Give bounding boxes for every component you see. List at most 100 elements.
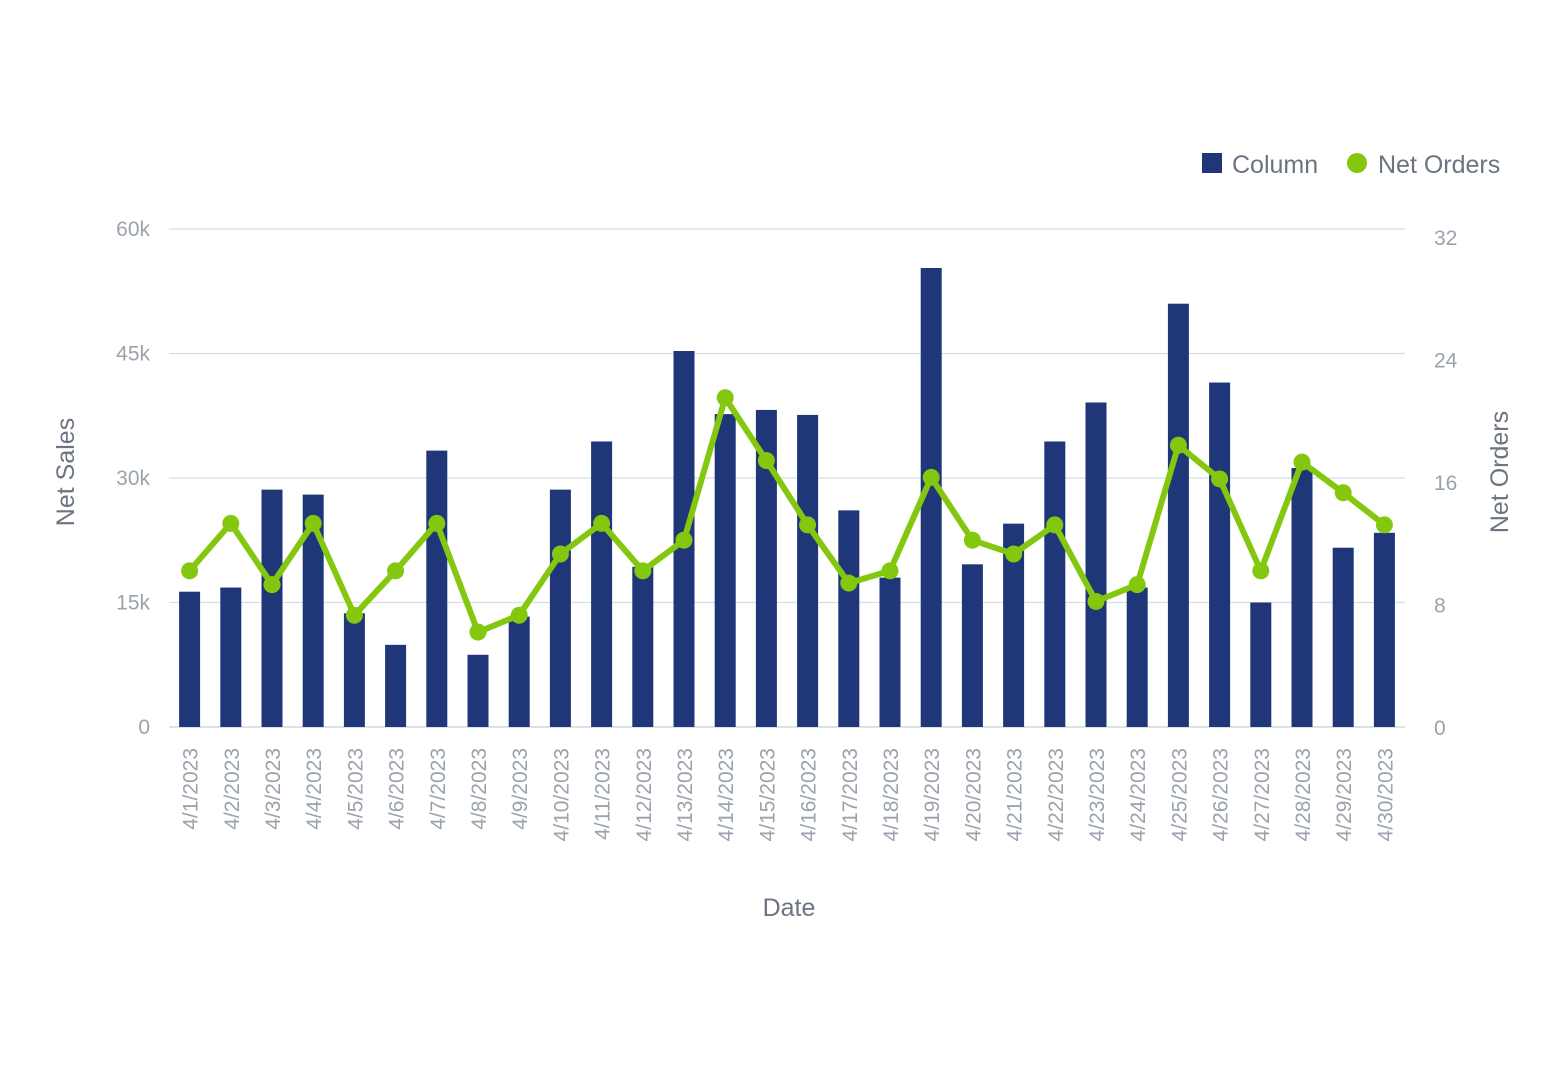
net-orders-point <box>840 574 858 592</box>
x-tick-label: 4/1/2023 <box>180 748 203 830</box>
x-tick-label: 4/30/2023 <box>1374 748 1397 841</box>
net-orders-point <box>1293 453 1311 471</box>
y-right-tick-label: 8 <box>1434 595 1446 618</box>
y-right-tick-label: 0 <box>1434 717 1446 740</box>
x-tick-label: 4/16/2023 <box>798 748 821 841</box>
x-tick-label: 4/24/2023 <box>1127 748 1150 841</box>
legend-item-net-orders[interactable]: Net Orders <box>1347 151 1500 179</box>
net-orders-point <box>1211 470 1229 488</box>
net-orders-point <box>757 452 775 470</box>
net-orders-point <box>263 576 281 594</box>
y-left-tick-label: 15k <box>116 592 150 615</box>
x-tick-label: 4/15/2023 <box>756 748 779 841</box>
bar <box>714 414 736 727</box>
bar <box>1373 532 1395 727</box>
x-tick-label: 4/5/2023 <box>344 748 367 830</box>
net-orders-point <box>510 606 528 624</box>
bar <box>1291 468 1313 727</box>
left-axis-ticks: 0 15k 30k 45k 60k <box>116 218 150 739</box>
y-right-tick-label: 24 <box>1434 350 1458 373</box>
y-left-tick-label: 30k <box>116 467 150 490</box>
x-tick-label: 4/10/2023 <box>550 748 573 841</box>
x-tick-label: 4/19/2023 <box>921 748 944 841</box>
x-tick-label: 4/23/2023 <box>1086 748 1109 841</box>
net-orders-point <box>1252 562 1270 580</box>
bar <box>797 414 819 727</box>
y-left-tick-label: 0 <box>138 716 150 739</box>
net-orders-point <box>428 514 446 532</box>
bar <box>220 587 242 727</box>
net-orders-line <box>186 394 1388 636</box>
net-orders-point <box>593 514 611 532</box>
net-orders-point <box>1087 592 1105 610</box>
x-tick-label: 4/29/2023 <box>1333 748 1356 841</box>
net-orders-point <box>1375 516 1393 534</box>
x-tick-label: 4/25/2023 <box>1168 748 1191 841</box>
bar <box>467 654 489 727</box>
x-tick-label: 4/9/2023 <box>509 748 532 830</box>
x-tick-label: 4/17/2023 <box>839 748 862 841</box>
legend-item-column[interactable]: Column <box>1202 151 1318 179</box>
y-right-axis-title: Net Orders <box>1486 411 1514 533</box>
net-orders-point <box>675 531 693 549</box>
bar <box>838 510 860 727</box>
bar <box>1085 402 1107 727</box>
x-tick-label: 4/26/2023 <box>1210 748 1233 841</box>
x-tick-label: 4/13/2023 <box>674 748 697 841</box>
legend-column-swatch <box>1202 153 1222 173</box>
x-tick-label: 4/28/2023 <box>1292 748 1315 841</box>
column-series <box>179 268 1395 727</box>
bar <box>755 409 777 727</box>
x-tick-label: 4/18/2023 <box>880 748 903 841</box>
bar <box>426 450 448 727</box>
net-orders-point <box>922 468 940 486</box>
x-tick-label: 4/21/2023 <box>1004 748 1027 841</box>
x-axis-title: Date <box>763 894 816 922</box>
net-orders-point <box>469 623 487 641</box>
y-left-axis-title: Net Sales <box>52 418 80 526</box>
net-orders-point <box>1334 484 1352 502</box>
bar <box>632 566 654 727</box>
x-tick-label: 4/14/2023 <box>715 748 738 841</box>
y-right-tick-label: 16 <box>1434 472 1457 495</box>
net-orders-point <box>1005 545 1023 563</box>
net-orders-point <box>181 562 199 580</box>
bar <box>343 613 365 727</box>
net-orders-point <box>881 562 899 580</box>
bar <box>549 489 571 727</box>
gridlines <box>169 228 1405 728</box>
bar <box>920 268 942 727</box>
x-tick-label: 4/4/2023 <box>303 748 326 830</box>
bar <box>302 494 324 727</box>
x-tick-label: 4/7/2023 <box>427 748 450 830</box>
net-orders-point <box>963 531 981 549</box>
net-orders-point <box>1046 516 1064 534</box>
y-left-tick-label: 45k <box>116 343 150 366</box>
y-right-tick-label: 32 <box>1434 227 1457 250</box>
bar <box>961 564 983 727</box>
net-orders-point <box>387 562 405 580</box>
net-orders-series <box>181 389 1393 641</box>
bar <box>1126 587 1148 727</box>
x-tick-label: 4/2/2023 <box>221 748 244 830</box>
bar <box>879 577 901 727</box>
right-axis-ticks: 0 8 16 24 32 <box>1434 227 1458 740</box>
x-tick-label: 4/6/2023 <box>386 748 409 830</box>
legend: Column Net Orders <box>1202 151 1500 179</box>
x-tick-label: 4/11/2023 <box>592 748 615 840</box>
net-orders-point <box>799 516 817 534</box>
bar <box>1167 303 1189 727</box>
bar <box>1003 523 1025 727</box>
bar <box>1332 547 1354 727</box>
x-tick-label: 4/3/2023 <box>262 748 285 830</box>
net-orders-point <box>716 389 734 407</box>
bar <box>385 644 407 727</box>
bar <box>1250 602 1272 727</box>
net-orders-point <box>634 562 652 580</box>
x-tick-label: 4/12/2023 <box>633 748 656 841</box>
x-tick-label: 4/22/2023 <box>1045 748 1068 841</box>
net-orders-point <box>551 545 569 563</box>
bar <box>1044 441 1066 727</box>
bar <box>179 591 201 727</box>
net-orders-point <box>304 514 322 532</box>
